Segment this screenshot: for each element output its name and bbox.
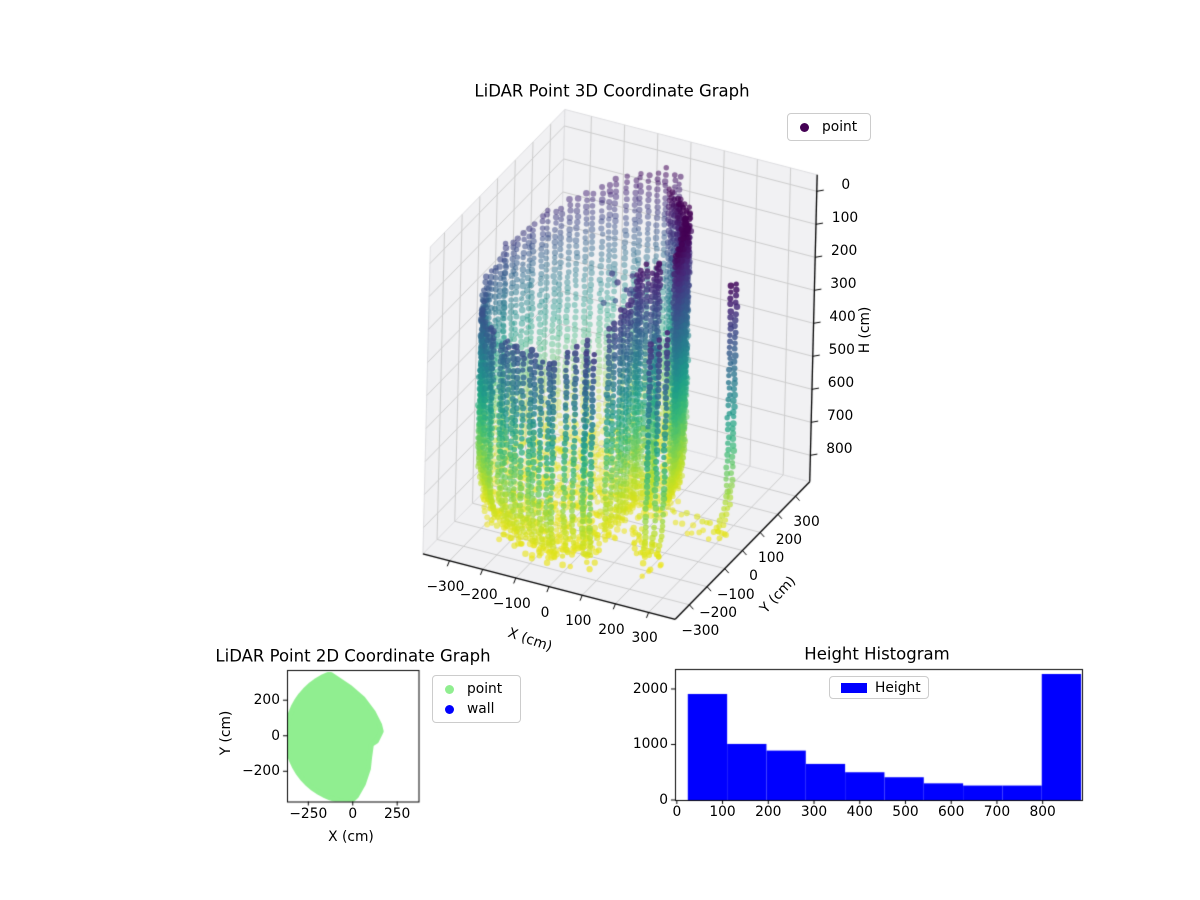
plot3d-y-tick-label: 300 xyxy=(793,514,820,531)
hist-legend-label: Height xyxy=(875,679,921,696)
plot3d-z-tick-label: 200 xyxy=(831,243,858,260)
plot3d-title: LiDAR Point 3D Coordinate Graph xyxy=(474,81,750,101)
plot3d-z-tick-label: 100 xyxy=(831,210,859,227)
plot3d-z-tick-label: 0 xyxy=(841,177,851,194)
plot3d-x-tick-label: −300 xyxy=(426,578,465,595)
hist-legend-row: Height xyxy=(830,678,928,698)
point-marker-icon xyxy=(800,122,809,132)
height-swatch-icon xyxy=(841,682,867,693)
wall-marker-icon xyxy=(445,704,454,714)
plot3d-y-tick-label: −200 xyxy=(699,604,738,621)
hist-x-tick-label: 700 xyxy=(983,804,1011,820)
plot3d-z-tick-label: 500 xyxy=(828,342,855,359)
hist-y-tick-label: 2000 xyxy=(632,680,668,697)
plot3d-x-tick-label: 200 xyxy=(598,621,625,638)
hist-x-tick-label: 100 xyxy=(709,804,736,820)
plot3d-y-tick-label: 200 xyxy=(775,532,803,549)
plot3d-z-tick-label: 700 xyxy=(827,408,854,425)
plot3d-z-tick-label: 800 xyxy=(826,441,853,458)
plot3d-x-tick-label: −100 xyxy=(492,595,531,612)
plot2d-x-tick-label: 0 xyxy=(348,805,358,822)
hist-x-tick-label: 400 xyxy=(846,804,873,820)
plot3d-x-tick-label: 0 xyxy=(540,604,550,621)
plot3d-y-tick-label: 100 xyxy=(758,550,785,567)
plot2d-legend-row-point: point xyxy=(433,679,520,699)
plot2d-x-tick-label: −250 xyxy=(289,805,328,822)
plot3d-zaxis-label: H (cm) xyxy=(857,306,873,354)
plot2d-y-tick-label: −200 xyxy=(242,763,280,780)
plot2d-legend: point wall xyxy=(432,675,521,723)
plot3d-x-tick-label: 300 xyxy=(631,630,658,647)
plot3d-y-tick-label: −100 xyxy=(716,586,755,603)
hist-title: Height Histogram xyxy=(804,644,950,664)
plot2d-xaxis-label: X (cm) xyxy=(328,829,374,845)
plot2d-y-tick-label: 200 xyxy=(253,692,280,709)
plot3d-y-tick-label: −300 xyxy=(681,622,720,639)
plot2d-legend-label-wall: wall xyxy=(467,701,495,717)
hist-x-tick-label: 500 xyxy=(892,804,919,820)
plot3d-z-tick-label: 400 xyxy=(829,309,856,326)
hist-x-tick-label: 600 xyxy=(938,804,965,820)
hist-legend: Height xyxy=(829,676,929,699)
plot2d-yaxis-label: Y (cm) xyxy=(218,710,234,756)
plot3d-z-tick-label: 600 xyxy=(827,375,855,392)
hist-y-tick-label: 1000 xyxy=(632,736,668,753)
plot3d-x-tick-label: 100 xyxy=(565,613,592,630)
hist-x-tick-label: 300 xyxy=(800,804,828,820)
plot2d-y-tick-label: 0 xyxy=(271,727,280,744)
plot3d-legend-label: point xyxy=(822,119,858,135)
plot2d-title: LiDAR Point 2D Coordinate Graph xyxy=(215,646,491,666)
plot2d-x-tick-label: 250 xyxy=(384,805,411,822)
plot3d-legend: point xyxy=(787,113,871,141)
plot3d-z-tick-label: 300 xyxy=(830,276,857,293)
plot2d-legend-label-point: point xyxy=(467,681,503,697)
hist-x-tick-label: 200 xyxy=(755,804,782,820)
hist-y-tick-label: 0 xyxy=(659,792,668,808)
plot3d-x-tick-label: −200 xyxy=(459,587,498,604)
point-marker-icon xyxy=(445,684,454,694)
hist-x-tick-label: 0 xyxy=(672,804,682,820)
hist-x-tick-label: 800 xyxy=(1029,804,1056,820)
plot3d-y-tick-label: 0 xyxy=(749,568,758,585)
plot2d-legend-row-wall: wall xyxy=(433,699,520,719)
plot3d-legend-row: point xyxy=(788,117,870,137)
